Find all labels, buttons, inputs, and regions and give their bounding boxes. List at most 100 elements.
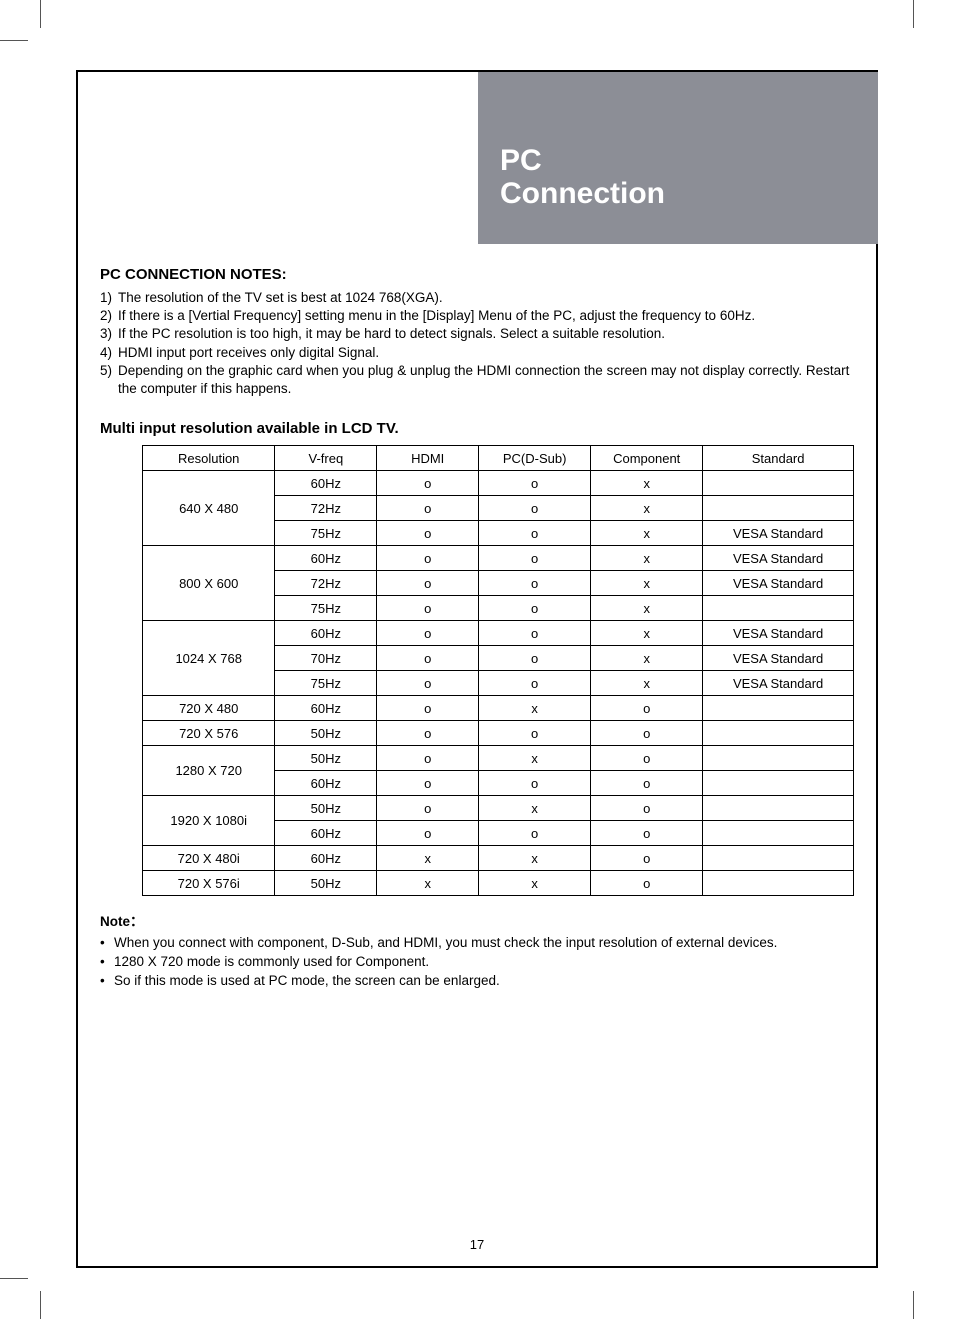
cell-resolution: 800 X 600	[143, 546, 275, 621]
cell-dsub: o	[479, 471, 591, 496]
cell-dsub: o	[479, 546, 591, 571]
cell-standard	[703, 871, 854, 896]
cell-component: x	[591, 546, 703, 571]
table-row: 720 X 576i50Hzxxo	[143, 871, 854, 896]
note-text: If there is a [Vertial Frequency] settin…	[118, 307, 755, 325]
page-number: 17	[78, 1237, 876, 1252]
cell-component: x	[591, 471, 703, 496]
note-item: 4)HDMI input port receives only digital …	[100, 344, 858, 362]
table-row: 1024 X 76860HzooxVESA Standard	[143, 621, 854, 646]
cell-vfreq: 75Hz	[275, 671, 377, 696]
cell-component: x	[591, 496, 703, 521]
bullet-text: 1280 X 720 mode is commonly used for Com…	[114, 953, 429, 972]
note-number: 4)	[100, 344, 118, 362]
cell-component: o	[591, 846, 703, 871]
cell-dsub: o	[479, 596, 591, 621]
cell-standard	[703, 796, 854, 821]
cell-standard: VESA Standard	[703, 621, 854, 646]
hero-title-line2: Connection	[500, 177, 878, 210]
note-item: 1)The resolution of the TV set is best a…	[100, 289, 858, 307]
hero-panel: PC Connection	[478, 72, 878, 244]
cell-vfreq: 60Hz	[275, 546, 377, 571]
cell-resolution: 720 X 480i	[143, 846, 275, 871]
table-header-cell: Standard	[703, 446, 854, 471]
cell-component: x	[591, 646, 703, 671]
cell-vfreq: 75Hz	[275, 596, 377, 621]
crop-mark	[913, 0, 914, 28]
notes-heading: PC CONNECTION NOTES:	[100, 266, 858, 283]
cell-vfreq: 50Hz	[275, 871, 377, 896]
cell-hdmi: o	[377, 671, 479, 696]
cell-dsub: x	[479, 696, 591, 721]
bullet-item: •So if this mode is used at PC mode, the…	[100, 972, 858, 991]
cell-component: x	[591, 596, 703, 621]
table-header-row: ResolutionV-freqHDMIPC(D-Sub)ComponentSt…	[143, 446, 854, 471]
cell-vfreq: 50Hz	[275, 746, 377, 771]
table-row: 720 X 48060Hzoxo	[143, 696, 854, 721]
note-number: 1)	[100, 289, 118, 307]
cell-vfreq: 70Hz	[275, 646, 377, 671]
page-frame: PC Connection PC CONNECTION NOTES: 1)The…	[76, 70, 878, 1268]
cell-standard: VESA Standard	[703, 571, 854, 596]
cell-standard: VESA Standard	[703, 646, 854, 671]
cell-component: x	[591, 671, 703, 696]
note-number: 3)	[100, 325, 118, 343]
cell-standard: VESA Standard	[703, 546, 854, 571]
cell-hdmi: o	[377, 546, 479, 571]
cell-hdmi: o	[377, 596, 479, 621]
cell-dsub: o	[479, 821, 591, 846]
table-header-cell: HDMI	[377, 446, 479, 471]
cell-component: x	[591, 521, 703, 546]
note-text: The resolution of the TV set is best at …	[118, 289, 443, 307]
cell-standard	[703, 821, 854, 846]
bullet-text: When you connect with component, D-Sub, …	[114, 934, 777, 953]
note-item: 5)Depending on the graphic card when you…	[100, 362, 858, 398]
note-item: 2)If there is a [Vertial Frequency] sett…	[100, 307, 858, 325]
cell-vfreq: 60Hz	[275, 846, 377, 871]
bullet-item: •1280 X 720 mode is commonly used for Co…	[100, 953, 858, 972]
cell-standard	[703, 496, 854, 521]
resolution-table: ResolutionV-freqHDMIPC(D-Sub)ComponentSt…	[142, 445, 854, 896]
cell-hdmi: x	[377, 846, 479, 871]
bullet-text: So if this mode is used at PC mode, the …	[114, 972, 500, 991]
cell-hdmi: o	[377, 471, 479, 496]
cell-dsub: o	[479, 496, 591, 521]
cell-resolution: 720 X 480	[143, 696, 275, 721]
cell-standard	[703, 471, 854, 496]
cell-vfreq: 60Hz	[275, 696, 377, 721]
cell-standard	[703, 696, 854, 721]
cell-vfreq: 75Hz	[275, 521, 377, 546]
table-header-cell: Resolution	[143, 446, 275, 471]
table-row: 1280 X 72050Hzoxo	[143, 746, 854, 771]
cell-resolution: 720 X 576	[143, 721, 275, 746]
notes-list: 1)The resolution of the TV set is best a…	[100, 289, 858, 398]
cell-dsub: x	[479, 746, 591, 771]
cell-resolution: 720 X 576i	[143, 871, 275, 896]
crop-mark	[40, 0, 41, 28]
crop-mark	[40, 1291, 41, 1319]
note-text: Depending on the graphic card when you p…	[118, 362, 858, 398]
table-heading: Multi input resolution available in LCD …	[100, 420, 858, 437]
cell-hdmi: o	[377, 496, 479, 521]
cell-vfreq: 50Hz	[275, 796, 377, 821]
cell-dsub: x	[479, 796, 591, 821]
cell-resolution: 640 X 480	[143, 471, 275, 546]
cell-resolution: 1024 X 768	[143, 621, 275, 696]
cell-component: o	[591, 746, 703, 771]
cell-resolution: 1920 X 1080i	[143, 796, 275, 846]
cell-standard	[703, 846, 854, 871]
content-area: PC CONNECTION NOTES: 1)The resolution of…	[100, 266, 858, 991]
cell-hdmi: o	[377, 771, 479, 796]
cell-component: o	[591, 821, 703, 846]
crop-mark	[0, 40, 28, 41]
cell-dsub: o	[479, 571, 591, 596]
table-row: 1920 X 1080i50Hzoxo	[143, 796, 854, 821]
cell-hdmi: o	[377, 571, 479, 596]
note-item: 3)If the PC resolution is too high, it m…	[100, 325, 858, 343]
note-number: 5)	[100, 362, 118, 398]
cell-component: o	[591, 721, 703, 746]
cell-component: x	[591, 571, 703, 596]
cell-standard: VESA Standard	[703, 671, 854, 696]
cell-dsub: o	[479, 521, 591, 546]
cell-vfreq: 72Hz	[275, 571, 377, 596]
